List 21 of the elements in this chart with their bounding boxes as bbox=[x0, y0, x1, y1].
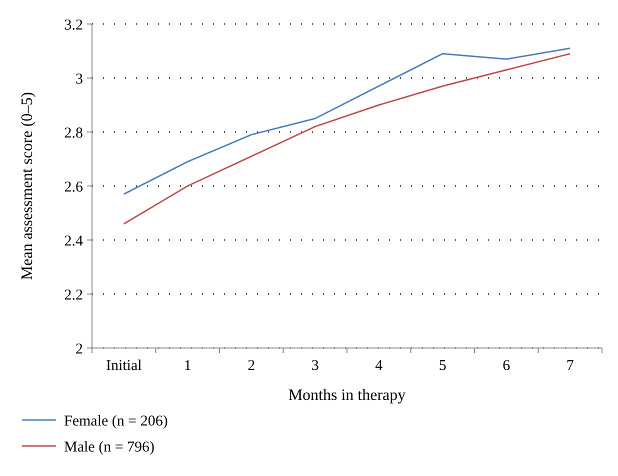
legend-label: Female (n = 206) bbox=[64, 413, 168, 430]
y-tick-label: 2.2 bbox=[64, 287, 83, 304]
legend-label: Male (n = 796) bbox=[64, 439, 155, 456]
x-tick-label: 5 bbox=[438, 358, 446, 374]
x-tick-label: 6 bbox=[502, 358, 511, 374]
y-tick-label: 2.4 bbox=[64, 233, 84, 250]
y-tick-label: 2.8 bbox=[64, 125, 83, 142]
x-tick-label: 7 bbox=[566, 358, 574, 374]
x-axis-title: Months in therapy bbox=[288, 387, 406, 404]
x-tick-label: 3 bbox=[311, 358, 319, 374]
x-tick-label: 4 bbox=[375, 358, 384, 374]
y-tick-label: 3 bbox=[76, 71, 83, 88]
x-tick-label: 2 bbox=[248, 358, 256, 374]
x-tick-label: 1 bbox=[184, 358, 192, 374]
y-tick-label: 3.2 bbox=[64, 17, 83, 34]
y-tick-label: 2 bbox=[76, 341, 83, 358]
line-series bbox=[123, 48, 571, 195]
line-series bbox=[123, 52, 571, 225]
x-tick-label: Initial bbox=[106, 358, 142, 374]
y-tick-label: 2.6 bbox=[64, 179, 84, 196]
y-axis-title: Mean assessment score (0–5) bbox=[19, 92, 36, 280]
